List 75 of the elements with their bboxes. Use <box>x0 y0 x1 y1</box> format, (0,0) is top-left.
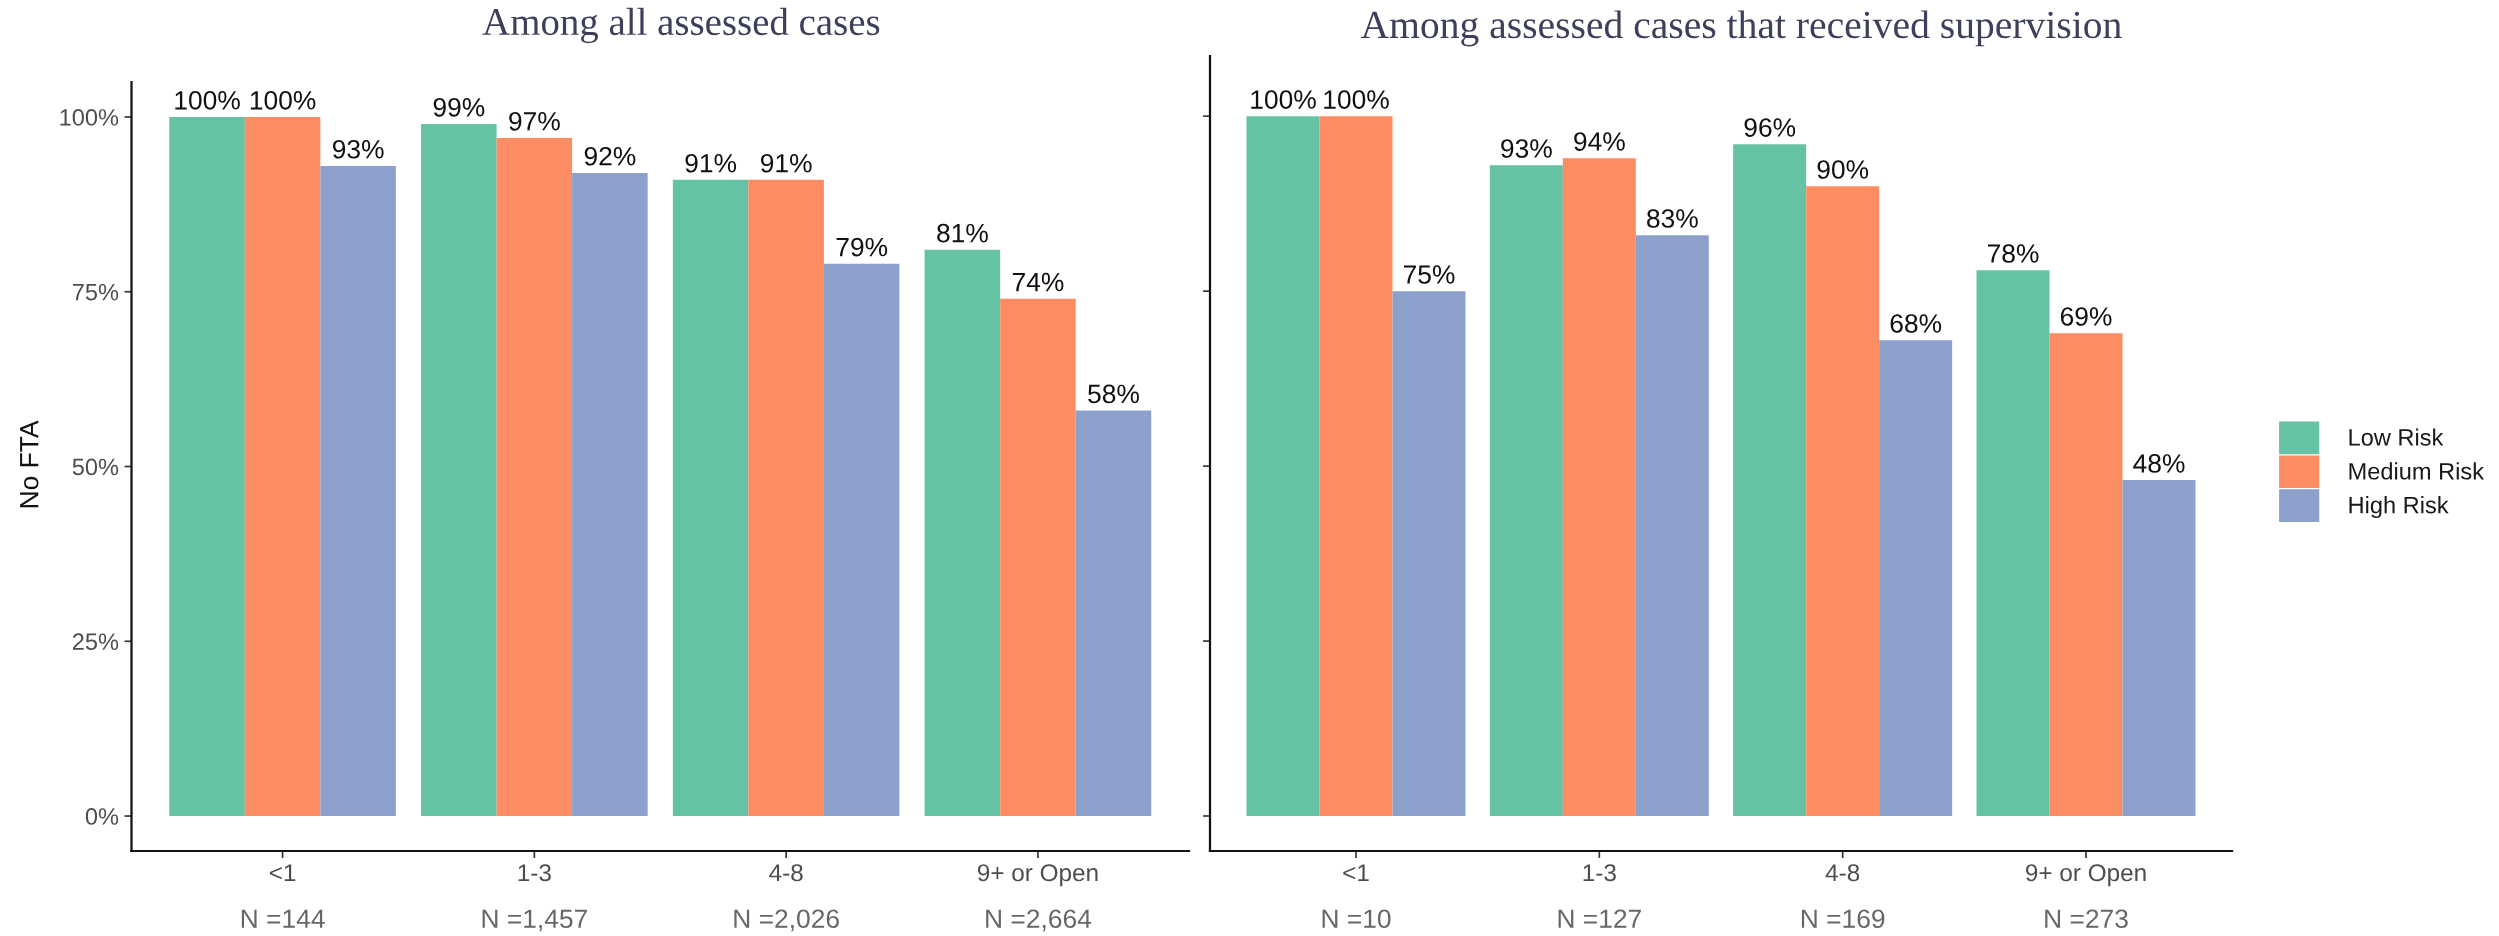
data-label: 100% <box>175 90 240 110</box>
bar <box>924 249 1001 817</box>
text: N =1,457 <box>482 909 587 932</box>
y-tick-label: 50% <box>72 458 119 476</box>
chart-title: Among assessed cases that received supervision <box>1360 10 2122 47</box>
text: N =2,026 <box>734 909 839 932</box>
bar <box>1319 116 1393 817</box>
x-tick-label: 4-8 <box>769 864 803 882</box>
text: N =10 <box>1322 909 1391 929</box>
data-label: 92% <box>584 146 636 166</box>
y-axis-title: No FTA <box>20 420 39 508</box>
data-label: 100% <box>250 90 316 110</box>
text: N =169 <box>1801 909 1885 929</box>
text: N =127 <box>1558 909 1641 928</box>
x-tick-label: <1 <box>1343 864 1369 882</box>
bar <box>496 137 573 817</box>
y-tick-label: 75% <box>72 283 119 301</box>
y-tick-label: 100% <box>60 109 119 126</box>
x-tick-label: 9+ or Open <box>977 864 1098 887</box>
bar <box>1733 144 1807 817</box>
x-tick-label: <1 <box>269 864 296 882</box>
data-label: 58% <box>1088 384 1139 404</box>
data-label: 68% <box>1890 314 1942 333</box>
legend-label: Medium Risk <box>2349 462 2485 480</box>
bar <box>244 116 321 817</box>
data-label: 93% <box>1501 139 1552 158</box>
data-label: 74% <box>1012 272 1064 292</box>
data-label: 91% <box>760 153 812 173</box>
bar <box>1246 116 1320 817</box>
bar <box>1879 340 1953 817</box>
data-label: 48% <box>2133 454 2185 473</box>
x-tick-label: 1-3 <box>518 864 551 882</box>
bar <box>1806 186 1880 817</box>
bar <box>1075 410 1152 817</box>
data-label: 100% <box>1251 90 1316 109</box>
bar <box>1392 291 1466 817</box>
bar <box>1635 235 1709 817</box>
data-label: 78% <box>1987 244 2039 263</box>
text: N =273 <box>2045 909 2128 929</box>
data-label: 97% <box>509 111 560 131</box>
data-label: 90% <box>1817 160 1869 179</box>
bar <box>1000 298 1076 817</box>
legend-label: High Risk <box>2349 496 2449 519</box>
chart-title: Among all assessed cases <box>482 7 880 44</box>
bar <box>2049 333 2123 817</box>
text: N =2,664 <box>986 909 1092 932</box>
data-label: 96% <box>1744 118 1796 137</box>
x-tick-label: 9+ or Open <box>2026 864 2146 887</box>
data-label: 79% <box>836 237 888 257</box>
bar <box>1489 165 1563 817</box>
bar <box>748 179 824 817</box>
data-label: 83% <box>1647 209 1698 228</box>
x-tick-label: 1-3 <box>1583 864 1616 882</box>
text: N =144 <box>241 909 325 928</box>
bar <box>672 179 749 817</box>
y-tick-label: 25% <box>72 633 119 651</box>
x-tick-label: 4-8 <box>1825 864 1860 882</box>
data-label: 69% <box>2060 307 2112 326</box>
data-label: 93% <box>332 139 384 159</box>
data-label: 99% <box>433 97 485 117</box>
data-label: 94% <box>1574 132 1625 151</box>
data-label: 91% <box>685 153 737 173</box>
bar <box>1562 158 1636 817</box>
bar <box>1976 270 2050 817</box>
bar <box>572 172 648 817</box>
bar <box>169 116 245 817</box>
y-tick-label: 0% <box>85 808 119 825</box>
bar <box>320 165 396 817</box>
data-label: 81% <box>937 223 988 243</box>
legend-label: Low Risk <box>2349 428 2444 446</box>
bar <box>421 123 497 817</box>
bar <box>2122 480 2196 817</box>
bar <box>823 263 900 817</box>
data-label: 100% <box>1324 90 1389 109</box>
data-label: 75% <box>1403 265 1455 284</box>
